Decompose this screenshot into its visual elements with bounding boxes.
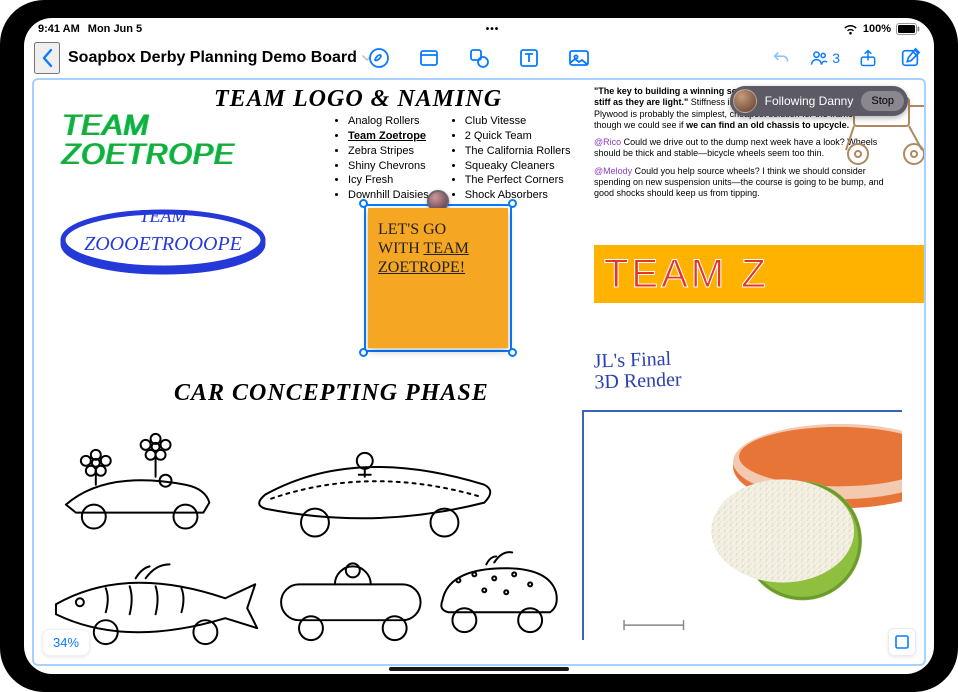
- notes-quote-bold2: we can find an old chassis to upcycle.: [686, 120, 849, 130]
- logo-ring[interactable]: TEAM ZOOOETROOOPE: [58, 200, 268, 278]
- sticky-l3: ZOETROPE!: [378, 259, 465, 276]
- status-date: Mon Jun 5: [88, 23, 142, 35]
- name-option: Shock Absorbers: [465, 188, 571, 203]
- name-option: The California Rollers: [465, 144, 571, 159]
- notes-melody-text: Could you help source wheels? I think we…: [594, 166, 884, 199]
- name-option: Icy Fresh: [348, 173, 429, 188]
- wifi-icon: [843, 24, 858, 35]
- screen: 9:41 AM Mon Jun 5 ••• 100% Soapbox Derby…: [24, 18, 934, 674]
- text-tool-button[interactable]: [515, 44, 543, 72]
- ring-line1: TEAM: [140, 206, 188, 226]
- notes-rico-text: Could we drive out to the dump next week…: [594, 137, 877, 158]
- name-option: 2 Quick Team: [465, 129, 571, 144]
- car-sketch-1: [66, 434, 209, 529]
- render-label: JL's Final 3D Render: [593, 348, 682, 393]
- name-option: Analog Rollers: [348, 114, 429, 129]
- ring-line2: ZOOOETROOOPE: [84, 233, 242, 255]
- section-heading-concept: CAR CONCEPTING PHASE: [174, 380, 489, 407]
- home-indicator[interactable]: [389, 667, 569, 671]
- name-option: Team Zoetrope: [348, 129, 429, 144]
- name-col-1: Analog RollersTeam ZoetropeZebra Stripes…: [334, 114, 429, 203]
- multitask-dots[interactable]: •••: [484, 24, 502, 35]
- section-heading-logo: TEAM LOGO & NAMING: [214, 86, 502, 113]
- name-option: Club Vitesse: [465, 114, 571, 129]
- name-option: Shiny Chevrons: [348, 159, 429, 174]
- render-frame[interactable]: [582, 410, 902, 640]
- car-sketch-5: [441, 552, 556, 632]
- status-time: 9:41 AM: [38, 23, 80, 35]
- name-option: The Perfect Corners: [465, 173, 571, 188]
- resize-handle[interactable]: [508, 199, 517, 208]
- compose-button[interactable]: [896, 44, 924, 72]
- battery-icon: [896, 23, 920, 35]
- stop-following-button[interactable]: Stop: [861, 91, 904, 111]
- logo-banner-text: TEAM Z: [604, 252, 769, 297]
- notes-rico: @Rico Could we drive out to the dump nex…: [594, 137, 884, 160]
- app-toolbar: Soapbox Derby Planning Demo Board: [24, 38, 934, 78]
- car-sketch-4: [281, 563, 420, 640]
- status-bar: 9:41 AM Mon Jun 5 ••• 100%: [24, 18, 934, 38]
- car-sketch-2: [259, 453, 490, 537]
- follow-avatar: [733, 89, 757, 113]
- sticky-l2: WITH: [378, 240, 420, 257]
- following-label: Following Danny: [765, 94, 854, 108]
- media-tool-button[interactable]: [565, 44, 593, 72]
- square-icon: [895, 635, 909, 649]
- collab-count-text: 3: [832, 50, 840, 66]
- notes-melody: @Melody Could you help source wheels? I …: [594, 166, 884, 200]
- board-title-text: Soapbox Derby Planning Demo Board: [68, 49, 357, 67]
- name-option: Zebra Stripes: [348, 144, 429, 159]
- minimap-button[interactable]: [888, 628, 916, 656]
- board-title[interactable]: Soapbox Derby Planning Demo Board: [68, 49, 373, 67]
- people-icon: [809, 48, 829, 68]
- sticky-tool-button[interactable]: [415, 44, 443, 72]
- name-col-2: Club Vitesse2 Quick TeamThe California R…: [451, 114, 571, 203]
- name-option: Squeaky Cleaners: [465, 159, 571, 174]
- zoom-value: 34%: [53, 635, 79, 650]
- collaborators-button[interactable]: 3: [809, 48, 840, 68]
- following-pill: Following Danny Stop: [730, 86, 908, 116]
- resize-handle[interactable]: [359, 348, 368, 357]
- logo-banner[interactable]: TEAM Z: [594, 245, 926, 303]
- undo-button[interactable]: [767, 44, 795, 72]
- battery-pct: 100%: [863, 23, 891, 35]
- share-icon: [858, 47, 878, 69]
- compose-icon: [899, 47, 921, 69]
- shape-tool-button[interactable]: [465, 44, 493, 72]
- pen-tool-button[interactable]: [365, 44, 393, 72]
- resize-handle[interactable]: [508, 348, 517, 357]
- sticky-l1: LET'S GO: [378, 221, 446, 238]
- logo-green-l2: ZOETROPE: [62, 138, 235, 171]
- sticky-note[interactable]: LET'S GO WITH TEAM ZOETROPE!: [368, 208, 508, 348]
- resize-handle[interactable]: [359, 199, 368, 208]
- name-options[interactable]: Analog RollersTeam ZoetropeZebra Stripes…: [334, 114, 570, 203]
- share-button[interactable]: [854, 44, 882, 72]
- sketch-area[interactable]: [46, 415, 564, 664]
- mention-melody: @Melody: [594, 166, 632, 176]
- insert-tools: [365, 44, 593, 72]
- logo-green[interactable]: TEAM ZOETROPE: [62, 112, 235, 169]
- sticky-underline: TEAM: [423, 240, 468, 257]
- freeform-canvas[interactable]: Following Danny Stop TEAM LOGO & NAMING …: [32, 78, 926, 666]
- sticky-selection[interactable]: LET'S GO WITH TEAM ZOETROPE!: [364, 204, 512, 352]
- mention-rico: @Rico: [594, 137, 621, 147]
- right-tools: 3: [767, 44, 924, 72]
- back-button[interactable]: [34, 42, 60, 74]
- render-label-l2: 3D Render: [594, 368, 682, 393]
- device-frame: 9:41 AM Mon Jun 5 ••• 100% Soapbox Derby…: [0, 0, 958, 692]
- zoom-indicator[interactable]: 34%: [42, 629, 90, 656]
